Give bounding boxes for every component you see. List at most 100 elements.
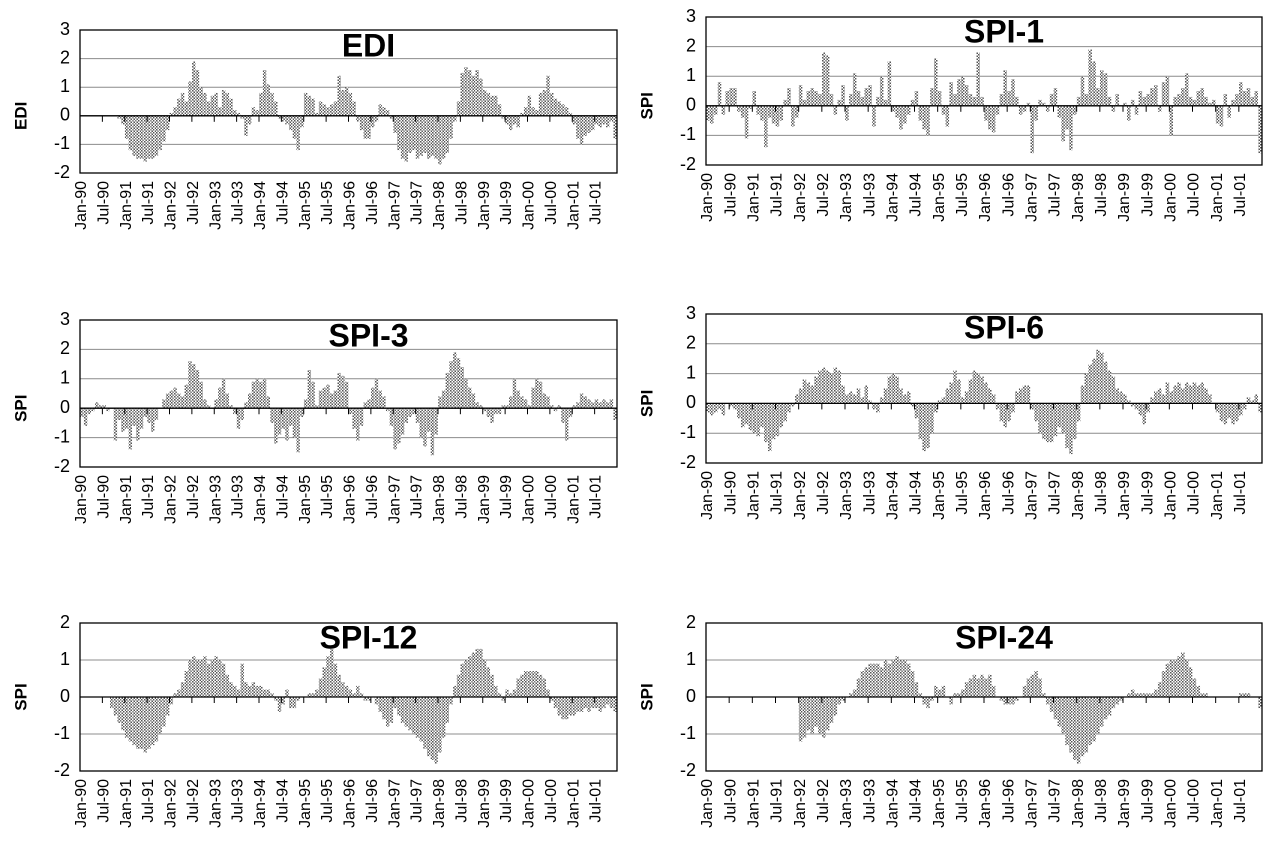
- bar: [910, 99, 915, 106]
- bar: [988, 388, 992, 404]
- bar: [1142, 693, 1146, 697]
- bar: [419, 115, 423, 156]
- bar: [479, 405, 483, 409]
- bar: [806, 697, 811, 731]
- x-tick-label: Jan-01: [1209, 779, 1226, 828]
- x-tick-label: Jan-96: [342, 475, 359, 524]
- bar: [154, 115, 159, 156]
- bar: [852, 73, 857, 106]
- bar: [1107, 697, 1112, 716]
- bar: [918, 693, 923, 697]
- bar: [363, 115, 367, 139]
- bar: [980, 674, 984, 697]
- bar: [419, 408, 423, 438]
- bar: [1138, 693, 1143, 697]
- bar: [1239, 82, 1243, 106]
- x-tick-label: Jan-90: [699, 471, 716, 520]
- bar: [895, 105, 899, 118]
- bar: [961, 689, 965, 697]
- bar: [247, 115, 252, 125]
- bar: [1107, 370, 1112, 404]
- bar: [344, 87, 349, 116]
- y-tick-label: 1: [686, 362, 696, 382]
- bar: [941, 105, 946, 115]
- bar: [296, 115, 300, 151]
- bar: [188, 361, 192, 409]
- bar: [162, 697, 166, 727]
- bar: [180, 92, 185, 116]
- bar: [139, 697, 144, 749]
- x-tick-label: Jul-93: [861, 779, 878, 823]
- x-tick-label: Jul-98: [1093, 471, 1110, 515]
- bar: [984, 382, 988, 404]
- bar: [906, 391, 911, 404]
- bar: [733, 88, 737, 106]
- panel: -2 -1 0 1 2 3 Jan-90 Jul-90 Jan-91 Jul-91 Jan-92 Ju…: [11, 19, 618, 230]
- bar: [80, 408, 84, 418]
- bar: [486, 92, 491, 116]
- bar: [382, 107, 386, 116]
- bar: [1119, 391, 1123, 404]
- bar: [579, 697, 584, 712]
- bar: [247, 393, 252, 409]
- x-tick-label: Jan-00: [1162, 471, 1179, 520]
- bar: [218, 387, 222, 409]
- bar: [1034, 403, 1038, 422]
- bar: [1150, 88, 1154, 106]
- bar: [903, 660, 907, 697]
- bar: [87, 408, 92, 415]
- bar: [1154, 85, 1158, 106]
- bar: [151, 697, 155, 746]
- bar: [961, 397, 965, 404]
- bar: [980, 376, 984, 404]
- bar: [1107, 96, 1112, 106]
- bar: [509, 396, 513, 409]
- bar: [748, 105, 753, 109]
- bar: [151, 408, 155, 432]
- bar: [957, 379, 961, 404]
- bar: [605, 115, 610, 128]
- bar: [113, 408, 118, 441]
- bar: [1181, 388, 1185, 404]
- bar: [1188, 96, 1193, 106]
- bar: [903, 394, 907, 404]
- x-tick-label: Jan-98: [431, 779, 448, 828]
- x-tick-label: Jan-91: [745, 173, 762, 222]
- bar: [512, 115, 517, 125]
- bar: [404, 408, 408, 423]
- bar: [303, 399, 308, 409]
- bar: [706, 403, 710, 413]
- x-tick-label: Jul-90: [95, 779, 112, 823]
- bar: [1111, 376, 1116, 404]
- bar: [102, 405, 106, 409]
- bar: [382, 396, 386, 409]
- bar: [794, 105, 799, 118]
- bar: [277, 115, 282, 119]
- bar: [1080, 385, 1085, 404]
- bar: [906, 663, 911, 697]
- bar: [613, 697, 617, 712]
- y-tick-label: 3: [686, 303, 696, 323]
- bar: [740, 105, 745, 118]
- bar: [333, 101, 338, 116]
- bar: [930, 88, 934, 106]
- bar: [752, 91, 757, 106]
- y-tick-label: 0: [686, 686, 696, 706]
- bar: [382, 697, 386, 720]
- bar: [798, 388, 803, 404]
- bar: [995, 403, 1000, 410]
- bar: [1208, 102, 1212, 106]
- bar: [192, 364, 196, 409]
- bar: [83, 408, 88, 426]
- y-tick-label: 1: [60, 76, 70, 96]
- bar: [1138, 91, 1143, 106]
- bar: [594, 399, 599, 409]
- bar: [456, 358, 461, 409]
- x-tick-label: Jul-99: [1139, 471, 1156, 515]
- bar: [523, 671, 528, 697]
- bar: [192, 61, 196, 116]
- bar: [748, 403, 753, 431]
- bar: [490, 95, 494, 116]
- bar: [725, 91, 729, 106]
- bar: [879, 76, 884, 106]
